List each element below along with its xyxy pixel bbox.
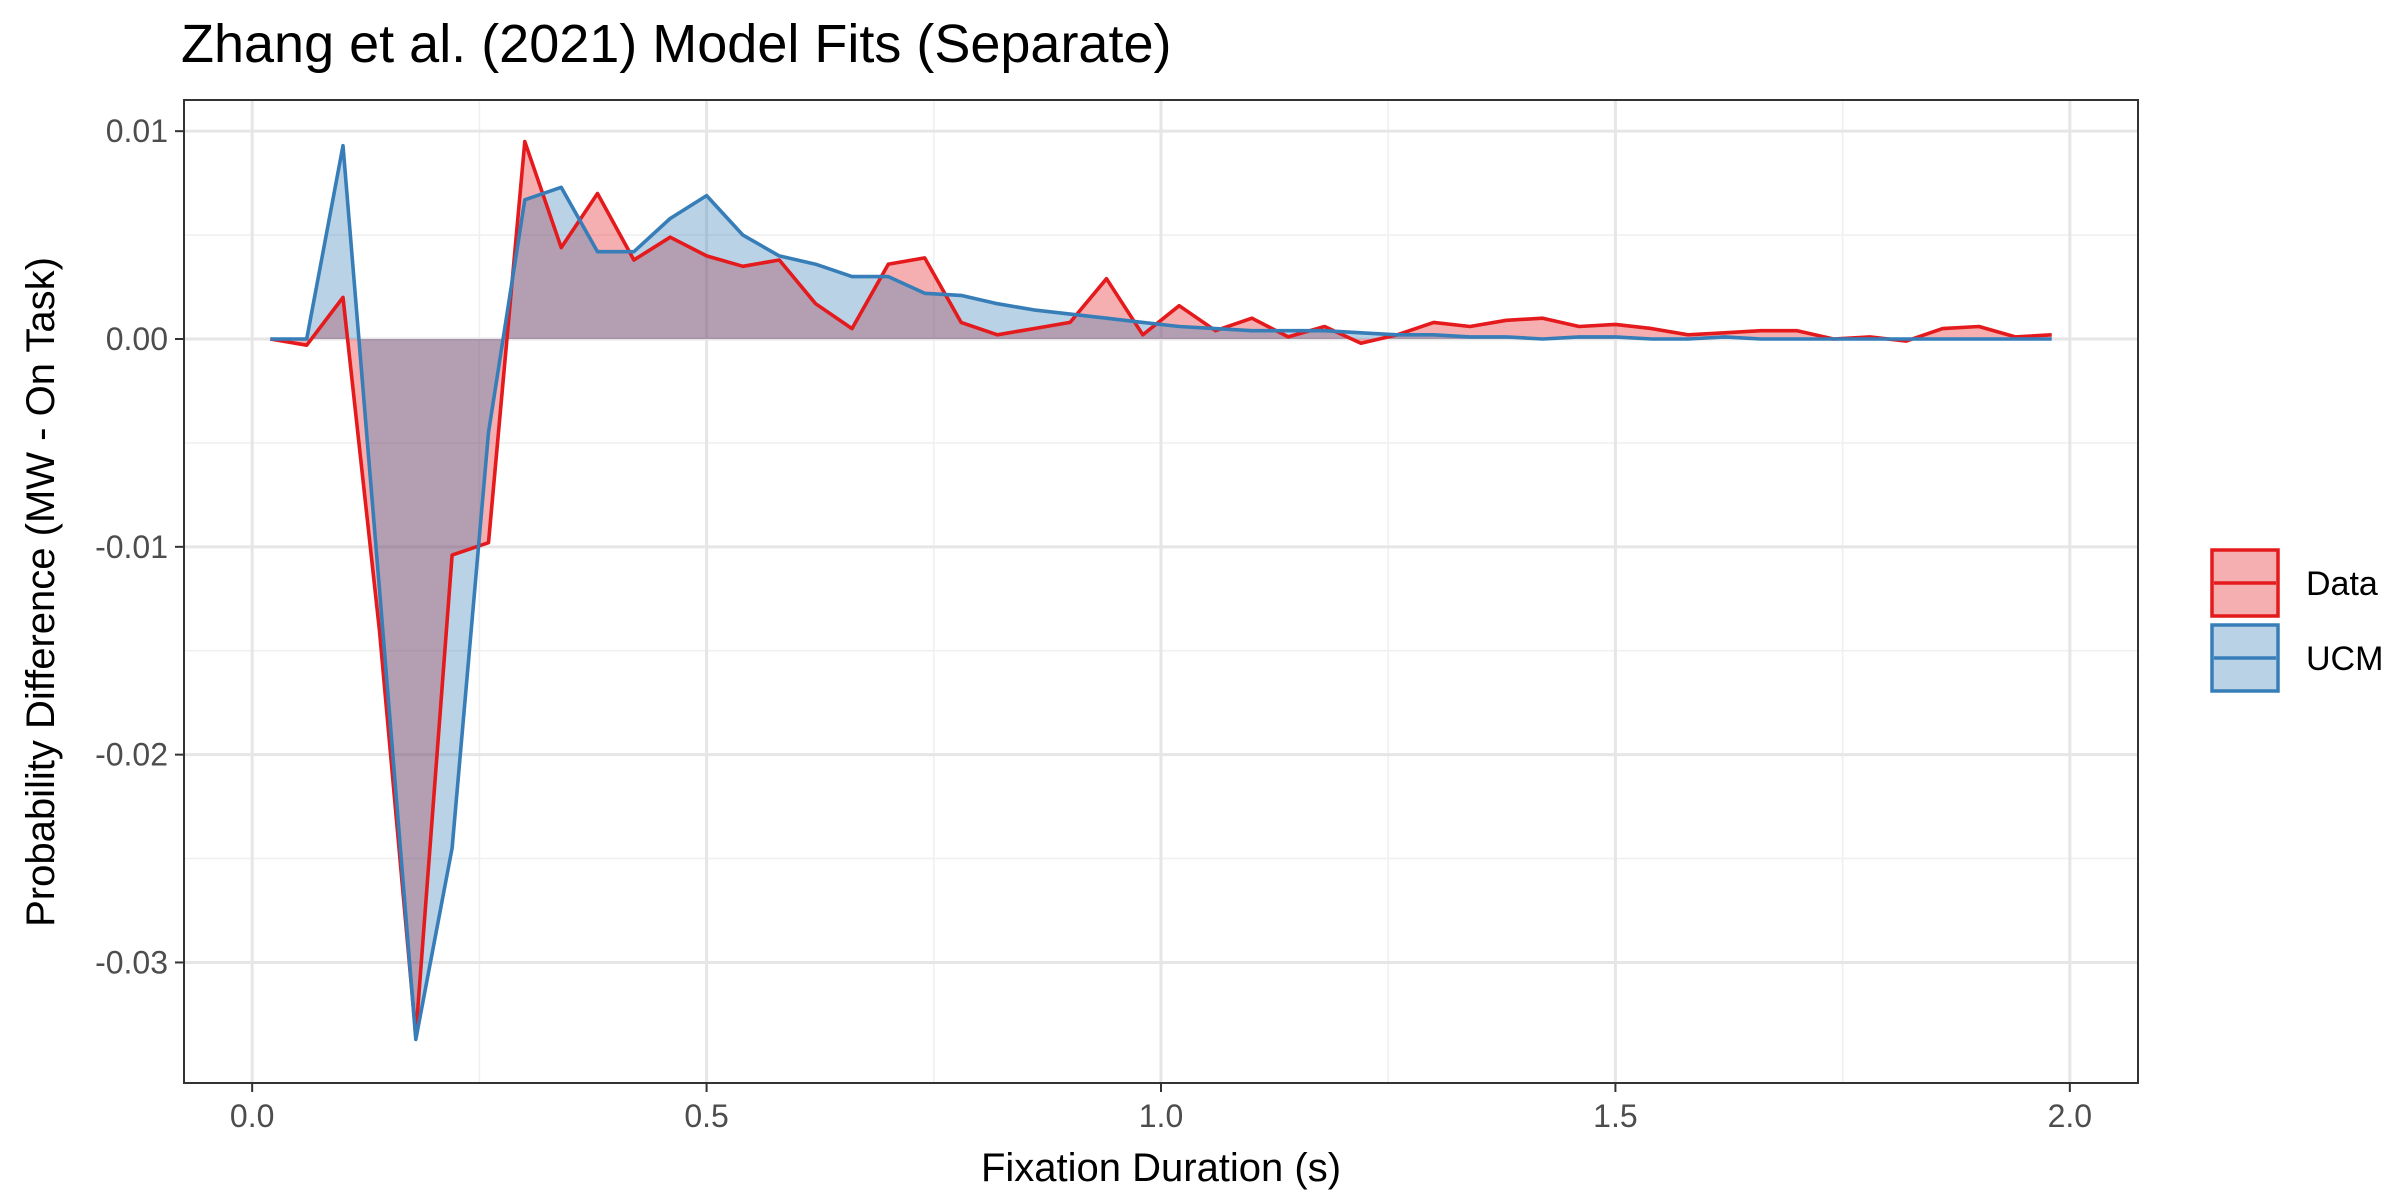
x-tick-label: 0.0: [230, 1098, 274, 1134]
axis-ticks: [175, 130, 2071, 1092]
x-tick-labels: 0.0 0.5 1.0 1.5 2.0: [230, 1098, 2092, 1134]
x-axis-title: Fixation Duration (s): [981, 1146, 1341, 1190]
y-axis-title: Probability Difference (MW - On Task): [19, 257, 63, 927]
y-tick-label: 0.00: [106, 321, 168, 357]
y-tick-label: 0.01: [106, 113, 168, 149]
chart-title: Zhang et al. (2021) Model Fits (Separate…: [181, 14, 1171, 74]
x-tick-label: 0.5: [684, 1098, 728, 1134]
y-tick-label: -0.01: [95, 529, 168, 565]
series-lines: [269, 139, 2052, 1042]
y-tick-label: -0.02: [95, 737, 168, 773]
y-tick-label: -0.03: [95, 944, 168, 980]
x-tick-label: 2.0: [2048, 1098, 2092, 1134]
y-tick-labels: 0.01 0.00 -0.01 -0.02 -0.03: [95, 113, 168, 980]
grid-lines: [184, 100, 2138, 1083]
legend-label-data: Data: [2306, 565, 2378, 603]
x-tick-label: 1.0: [1139, 1098, 1183, 1134]
legend-label-ucm: UCM: [2306, 640, 2383, 678]
x-tick-label: 1.5: [1593, 1098, 1637, 1134]
line-data: [269, 139, 2052, 1037]
legend: Data UCM: [2210, 548, 2383, 693]
line-ucm: [270, 143, 2052, 1042]
